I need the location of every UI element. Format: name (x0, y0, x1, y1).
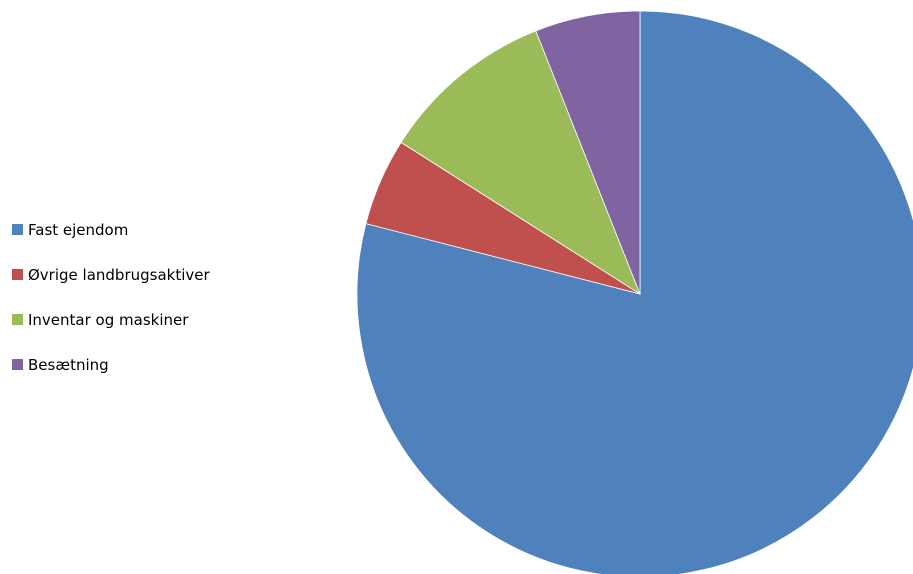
legend-item-besaetning: Besætning (12, 353, 210, 376)
legend-swatch-inventar-og-maskiner (12, 314, 23, 325)
legend-label-besaetning: Besætning (28, 355, 109, 374)
legend-swatch-besaetning (12, 359, 23, 370)
legend-swatch-ovrige-landbrugsaktiver (12, 269, 23, 280)
pie-slices (356, 10, 913, 574)
legend-swatch-fast-ejendom (12, 224, 23, 235)
legend-label-ovrige-landbrugsaktiver: Øvrige landbrugsaktiver (28, 265, 210, 284)
legend-label-inventar-og-maskiner: Inventar og maskiner (28, 310, 189, 329)
legend-item-fast-ejendom: Fast ejendom (12, 218, 210, 241)
pie-slice-besaetning (535, 10, 641, 295)
pie-slice-inventar-og-maskiner (400, 30, 641, 295)
legend-label-fast-ejendom: Fast ejendom (28, 220, 129, 239)
pie-slice-fast-ejendom (356, 10, 913, 574)
legend-item-inventar-og-maskiner: Inventar og maskiner (12, 308, 210, 331)
legend: Fast ejendom Øvrige landbrugsaktiver Inv… (12, 218, 210, 398)
legend-item-ovrige-landbrugsaktiver: Øvrige landbrugsaktiver (12, 263, 210, 286)
